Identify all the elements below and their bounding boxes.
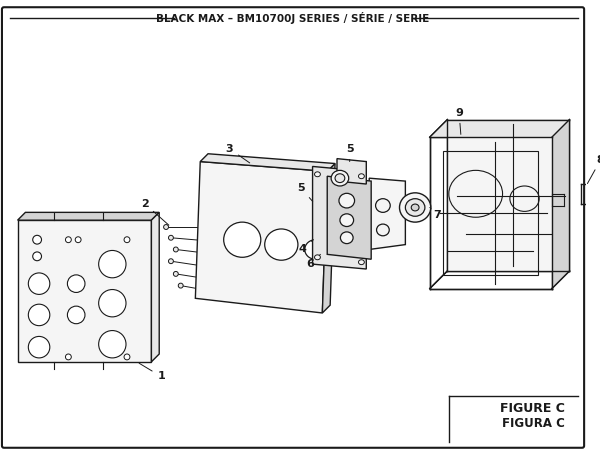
Ellipse shape xyxy=(67,306,85,324)
Polygon shape xyxy=(151,212,159,362)
Ellipse shape xyxy=(305,240,326,259)
Polygon shape xyxy=(430,120,569,137)
Ellipse shape xyxy=(339,193,355,208)
Ellipse shape xyxy=(28,336,50,358)
Polygon shape xyxy=(327,176,371,259)
Ellipse shape xyxy=(65,237,71,243)
Ellipse shape xyxy=(340,214,353,227)
Ellipse shape xyxy=(178,283,183,288)
Ellipse shape xyxy=(331,170,349,186)
Ellipse shape xyxy=(592,190,600,198)
Ellipse shape xyxy=(169,259,173,263)
Ellipse shape xyxy=(98,289,126,317)
Ellipse shape xyxy=(314,255,320,260)
Ellipse shape xyxy=(169,235,173,240)
Ellipse shape xyxy=(376,199,390,212)
Ellipse shape xyxy=(124,237,130,243)
Text: 2: 2 xyxy=(140,198,169,225)
Text: 3: 3 xyxy=(226,144,250,163)
Polygon shape xyxy=(552,120,569,288)
Polygon shape xyxy=(448,120,569,271)
Ellipse shape xyxy=(98,250,126,278)
Ellipse shape xyxy=(28,304,50,326)
Ellipse shape xyxy=(173,272,178,276)
Text: 5: 5 xyxy=(297,183,313,202)
Polygon shape xyxy=(322,163,335,313)
Ellipse shape xyxy=(98,330,126,358)
Polygon shape xyxy=(337,159,366,184)
Polygon shape xyxy=(200,154,335,172)
Ellipse shape xyxy=(265,229,298,260)
Ellipse shape xyxy=(124,354,130,360)
Polygon shape xyxy=(17,220,151,362)
Polygon shape xyxy=(17,212,159,220)
Ellipse shape xyxy=(400,193,431,222)
Polygon shape xyxy=(369,178,406,249)
Ellipse shape xyxy=(411,204,419,211)
Polygon shape xyxy=(196,162,327,313)
Text: FIGURA C: FIGURA C xyxy=(502,417,565,430)
Text: 7: 7 xyxy=(430,207,442,220)
Ellipse shape xyxy=(358,174,364,179)
Ellipse shape xyxy=(358,260,364,265)
Ellipse shape xyxy=(75,237,81,243)
Text: 5: 5 xyxy=(346,144,353,162)
Ellipse shape xyxy=(340,232,353,243)
Ellipse shape xyxy=(377,224,389,236)
Polygon shape xyxy=(313,167,366,269)
Ellipse shape xyxy=(67,275,85,293)
Ellipse shape xyxy=(164,225,169,229)
Ellipse shape xyxy=(314,172,320,177)
Text: 4: 4 xyxy=(299,240,313,254)
Text: 8: 8 xyxy=(587,155,600,183)
Ellipse shape xyxy=(33,235,41,244)
Ellipse shape xyxy=(65,354,71,360)
Text: BLACK MAX – BM10700J SERIES / SÉRIE / SERIE: BLACK MAX – BM10700J SERIES / SÉRIE / SE… xyxy=(157,12,430,24)
Ellipse shape xyxy=(33,252,41,261)
Ellipse shape xyxy=(314,205,326,216)
Text: 9: 9 xyxy=(455,108,463,134)
Ellipse shape xyxy=(224,222,261,257)
Ellipse shape xyxy=(335,174,345,182)
Ellipse shape xyxy=(173,247,178,252)
Text: 6: 6 xyxy=(307,254,320,269)
Ellipse shape xyxy=(406,199,425,216)
Text: 1: 1 xyxy=(139,363,165,381)
Ellipse shape xyxy=(28,273,50,294)
Text: FIGURE C: FIGURE C xyxy=(500,402,565,415)
